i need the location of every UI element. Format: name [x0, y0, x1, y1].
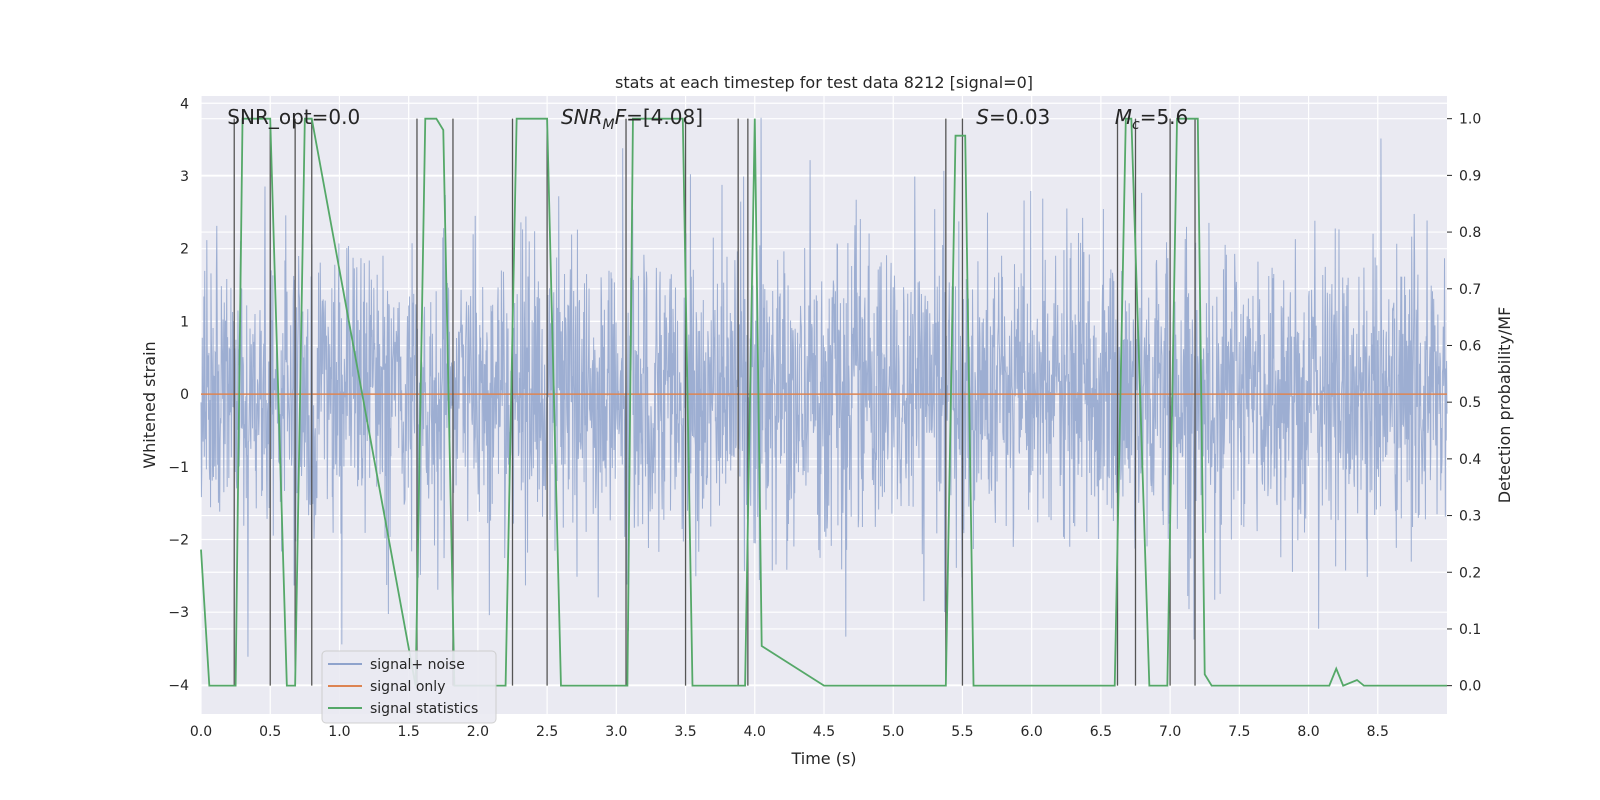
- annotation-part: F: [615, 105, 627, 129]
- legend-label-signal-only: signal only: [370, 679, 445, 695]
- annotation-part: M: [603, 117, 615, 133]
- annotation-part: =[4.08]: [626, 105, 703, 129]
- x-tick-label: 1.0: [328, 724, 350, 740]
- annotation-part: =5.6: [1140, 105, 1189, 129]
- x-tick-label: 5.5: [951, 724, 973, 740]
- x-tick-label: 3.5: [674, 724, 696, 740]
- noise-line: [200, 117, 1448, 657]
- series-signal-noise: [200, 117, 1448, 657]
- y-tick-label: 1: [180, 314, 189, 330]
- annotation: Mc=5.6: [1115, 105, 1189, 133]
- signal-statistics-line: [200, 117, 1447, 687]
- annotation-part: SNR_opt=0.0: [227, 105, 360, 129]
- x-tick-label: 2.0: [467, 724, 489, 740]
- x-tick-label: 4.0: [744, 724, 766, 740]
- y-right-tick-label: 1.0: [1459, 112, 1481, 128]
- annotation-part: SNR: [561, 105, 603, 129]
- y-right-tick-label: 0.6: [1459, 338, 1481, 354]
- vertical-markers: [233, 118, 1196, 686]
- x-tick-label: 8.0: [1297, 724, 1319, 740]
- y-right-tick-label: 0.4: [1459, 452, 1481, 468]
- annotation-part: c: [1132, 117, 1140, 133]
- x-tick-label: 3.0: [605, 724, 627, 740]
- y-tick-label: −3: [168, 605, 189, 621]
- annotation: S=0.03: [976, 105, 1050, 129]
- x-tick-label: 6.5: [1090, 724, 1112, 740]
- x-tick-label: 1.5: [398, 724, 420, 740]
- y-axis-label: Whitened strain: [140, 341, 159, 468]
- x-axis-ticks: 0.0 0.5 1.0 1.5 2.0 2.5 3.0 3.5 4.0 4.5 5.0 5.5 6.0 6…: [190, 724, 1389, 740]
- legend: signal+ noise signal only signal statist…: [321, 650, 497, 724]
- annotation: SNRMF=[4.08]: [561, 105, 703, 133]
- series-signal-statistics: [200, 117, 1447, 687]
- annotation-part: M: [1115, 105, 1132, 129]
- y-right-tick-label: 0.9: [1459, 168, 1481, 184]
- y-right-tick-label: 0.0: [1459, 679, 1481, 695]
- y-tick-label: 0: [180, 387, 189, 403]
- x-tick-label: 5.0: [882, 724, 904, 740]
- x-tick-label: 0.5: [259, 724, 281, 740]
- y-tick-label: 4: [180, 96, 189, 112]
- x-tick-label: 8.5: [1367, 724, 1389, 740]
- y-right-tick-label: 0.3: [1459, 509, 1481, 525]
- y-axis-right-label: Detection probability/MF: [1495, 307, 1514, 504]
- y-tick-label: 3: [180, 169, 189, 185]
- y-right-tick-label: 0.5: [1459, 395, 1481, 411]
- x-tick-label: 6.0: [1021, 724, 1043, 740]
- y-tick-label: 2: [180, 242, 189, 258]
- annotations: SNR_opt=0.0 SNRMF=[4.08] S=0.03 Mc=5.6: [227, 105, 1188, 133]
- annotation-part: S: [976, 105, 989, 129]
- y-right-tick-label: 0.1: [1459, 622, 1481, 638]
- x-tick-label: 0.0: [190, 724, 212, 740]
- legend-label-signal-noise: signal+ noise: [370, 657, 465, 673]
- y-tick-label: −4: [168, 678, 189, 694]
- y-right-tick-label: 0.7: [1459, 282, 1481, 298]
- legend-label-signal-statistics: signal statistics: [370, 701, 478, 717]
- x-tick-label: 2.5: [536, 724, 558, 740]
- x-tick-label: 4.5: [813, 724, 835, 740]
- y-tick-label: −2: [168, 533, 189, 549]
- legend-box: [321, 650, 497, 724]
- x-tick-label: 7.0: [1159, 724, 1181, 740]
- annotation-part: =0.03: [989, 105, 1050, 129]
- y-axis-right-ticks: 0.0 0.1 0.2 0.3 0.4 0.5 0.6 0.7 0.8 0.9 1.0: [1447, 112, 1481, 695]
- y-right-tick-label: 0.8: [1459, 225, 1481, 241]
- x-tick-label: 7.5: [1228, 724, 1250, 740]
- chart-title: stats at each timestep for test data 821…: [615, 73, 1033, 92]
- x-axis-label: Time (s): [790, 749, 856, 768]
- y-right-tick-label: 0.2: [1459, 565, 1481, 581]
- y-axis-ticks: −4 −3 −2 −1 0 1 2 3 4: [168, 96, 189, 694]
- annotation: SNR_opt=0.0: [227, 105, 360, 129]
- y-tick-label: −1: [168, 460, 189, 476]
